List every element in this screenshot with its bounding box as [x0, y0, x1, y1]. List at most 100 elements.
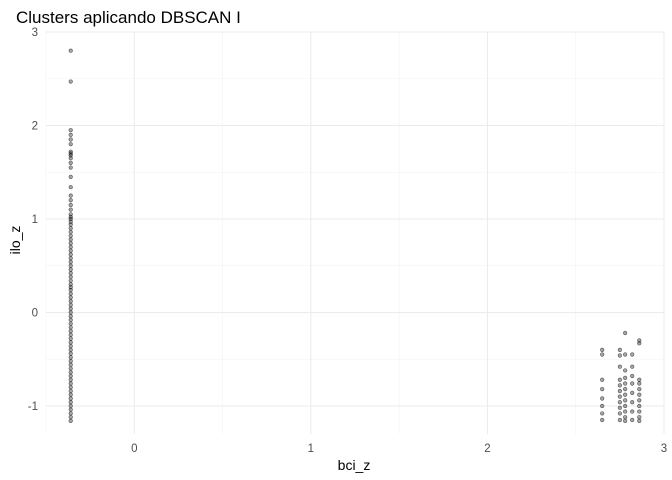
data-point — [68, 212, 73, 217]
y-axis-title: ilo_z — [7, 226, 23, 255]
data-point — [68, 216, 73, 222]
y-tick-label: 3 — [32, 27, 38, 39]
data-point — [68, 388, 73, 394]
data-point — [68, 142, 73, 147]
data-point — [637, 341, 642, 346]
y-tick-label: 2 — [32, 120, 38, 132]
data-point — [68, 219, 73, 224]
x-tick-label: 1 — [308, 443, 314, 455]
x-tick-label: 3 — [661, 443, 667, 455]
data-point — [617, 388, 622, 394]
data-point — [623, 330, 628, 336]
data-point — [600, 411, 605, 416]
data-point — [68, 287, 73, 293]
data-point — [600, 387, 605, 392]
data-point — [68, 295, 73, 300]
data-point — [68, 415, 73, 420]
data-point — [623, 403, 628, 409]
data-point — [68, 317, 73, 323]
data-point — [68, 325, 73, 330]
data-point — [600, 403, 605, 409]
data-point — [637, 403, 642, 409]
data-point — [68, 396, 73, 401]
x-tick-label: 0 — [131, 443, 137, 455]
data-point — [68, 202, 73, 208]
data-point — [68, 128, 73, 133]
data-point — [68, 329, 73, 334]
data-point — [68, 392, 73, 397]
data-point — [617, 394, 622, 399]
data-point — [637, 415, 642, 420]
data-point — [68, 282, 73, 287]
data-point — [623, 415, 628, 420]
data-point — [68, 193, 73, 198]
data-point — [68, 174, 73, 180]
data-point — [630, 364, 635, 369]
data-point — [617, 383, 622, 388]
data-point — [68, 291, 73, 296]
data-point — [617, 353, 622, 358]
data-point — [68, 321, 73, 326]
x-axis-ticks: 0 1 2 3 — [131, 443, 667, 455]
data-point — [68, 222, 73, 227]
data-point — [630, 390, 635, 395]
data-point — [623, 381, 628, 386]
data-point — [68, 48, 73, 53]
data-point — [68, 198, 73, 203]
data-point — [630, 409, 635, 414]
data-point — [68, 381, 73, 386]
data-point — [68, 411, 73, 416]
data-point — [637, 392, 642, 397]
data-point — [68, 366, 73, 371]
data-point — [617, 364, 622, 369]
data-point — [623, 352, 628, 357]
data-point — [68, 370, 73, 375]
data-point — [623, 387, 628, 392]
data-point — [637, 377, 642, 382]
data-point — [623, 392, 628, 397]
data-point — [68, 403, 73, 409]
data-point — [617, 405, 622, 410]
data-point — [68, 332, 73, 338]
y-tick-label: 1 — [32, 214, 38, 226]
data-point — [68, 278, 73, 283]
data-point — [600, 396, 605, 401]
grid — [45, 31, 665, 434]
data-point — [623, 418, 628, 424]
data-point — [68, 373, 73, 379]
data-point — [68, 267, 73, 272]
data-point — [68, 237, 73, 242]
data-point — [68, 165, 73, 170]
data-point — [68, 160, 73, 165]
data-point — [68, 263, 73, 268]
data-point — [68, 285, 73, 290]
data-point — [68, 274, 73, 280]
data-points — [68, 48, 642, 424]
data-point — [630, 381, 635, 386]
y-tick-label: 0 — [32, 307, 38, 319]
data-point — [617, 417, 622, 423]
data-point — [617, 400, 622, 405]
data-point — [68, 156, 73, 161]
data-point — [68, 400, 73, 405]
data-point — [623, 398, 628, 403]
data-point — [68, 314, 73, 319]
data-point — [637, 398, 642, 403]
data-point — [68, 185, 73, 190]
data-point — [68, 271, 73, 276]
data-point — [68, 310, 73, 315]
data-point — [68, 132, 73, 137]
data-point — [637, 409, 642, 414]
chart-title: Clusters aplicando DBSCAN I — [16, 8, 241, 27]
data-point — [637, 418, 642, 424]
data-point — [68, 137, 73, 142]
data-point — [68, 302, 73, 308]
data-point — [630, 417, 635, 423]
data-point — [623, 375, 628, 381]
data-point — [68, 207, 73, 212]
data-point — [68, 355, 73, 360]
data-point — [68, 340, 73, 345]
data-point — [68, 226, 73, 231]
data-point — [630, 352, 635, 357]
data-point — [68, 358, 73, 364]
